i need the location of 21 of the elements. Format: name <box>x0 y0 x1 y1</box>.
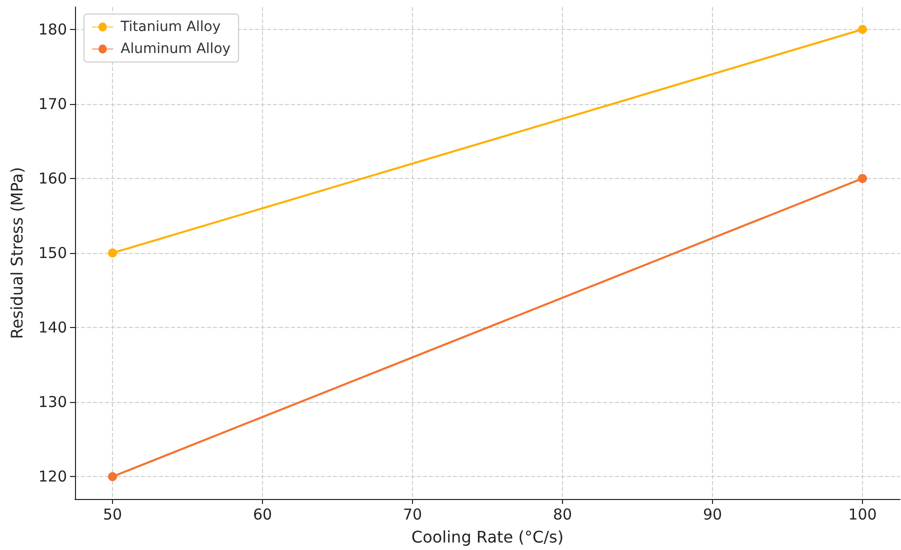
point <box>858 174 867 183</box>
x-tick-label: 90 <box>702 506 722 524</box>
x-tick-label: 100 <box>848 506 877 524</box>
x-tick-label: 80 <box>552 506 572 524</box>
y-tick-label: 150 <box>38 244 67 262</box>
x-axis-title: Cooling Rate (°C/s) <box>411 528 564 546</box>
point <box>108 472 117 482</box>
x-tick-label: 60 <box>252 506 272 524</box>
y-tick-label: 140 <box>38 318 67 337</box>
y-tick-label: 160 <box>38 169 67 188</box>
y-tick-label: 130 <box>38 393 67 412</box>
y-tick-label: 180 <box>38 20 67 38</box>
x-tick-label: 70 <box>402 506 422 524</box>
y-axis-title: Residual Stress (MPa) <box>8 167 26 339</box>
y-tick-label: 120 <box>38 468 67 486</box>
legend-label: Titanium Alloy <box>120 19 221 35</box>
legend-label: Aluminum Alloy <box>120 41 231 57</box>
point <box>108 248 117 258</box>
x-tick-label: 50 <box>102 506 122 524</box>
y-tick-label: 170 <box>38 94 67 113</box>
point <box>858 24 867 34</box>
